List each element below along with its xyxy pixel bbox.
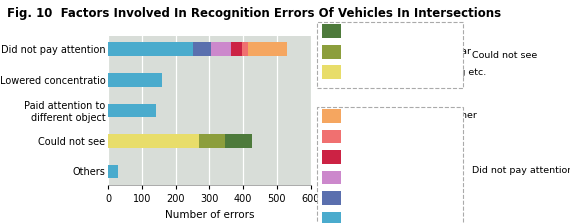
Text: Green light: Green light [347, 214, 400, 223]
Text: Concealment by other car: Concealment by other car [347, 47, 471, 56]
Bar [249, 42, 287, 56]
Text: Could not see/other: Could not see/other [347, 27, 441, 36]
Text: Road frequently used: Road frequently used [347, 132, 449, 141]
Text: Already confirmed: Already confirmed [347, 194, 434, 202]
Text: Did not pay attention: Did not pay attention [472, 166, 570, 175]
Bar [231, 42, 242, 56]
Text: Little traffic: Little traffic [347, 173, 402, 182]
Bar [193, 42, 211, 56]
Text: Fig. 10  Factors Involved In Recognition Errors Of Vehicles In Intersections: Fig. 10 Factors Involved In Recognition … [7, 7, 501, 20]
Bar [108, 103, 156, 117]
Text: Concealment by building etc.: Concealment by building etc. [347, 68, 486, 77]
Bar [200, 134, 225, 148]
Text: After passing other car: After passing other car [347, 153, 456, 161]
Bar [211, 42, 231, 56]
Bar [108, 165, 119, 178]
X-axis label: Number of errors: Number of errors [165, 210, 254, 220]
Bar [225, 134, 251, 148]
Bar [108, 134, 200, 148]
Text: Did not pay attention/other: Did not pay attention/other [347, 112, 477, 120]
Bar [242, 42, 249, 56]
Text: Could not see: Could not see [472, 51, 537, 60]
Bar [108, 42, 193, 56]
Bar [108, 73, 162, 87]
